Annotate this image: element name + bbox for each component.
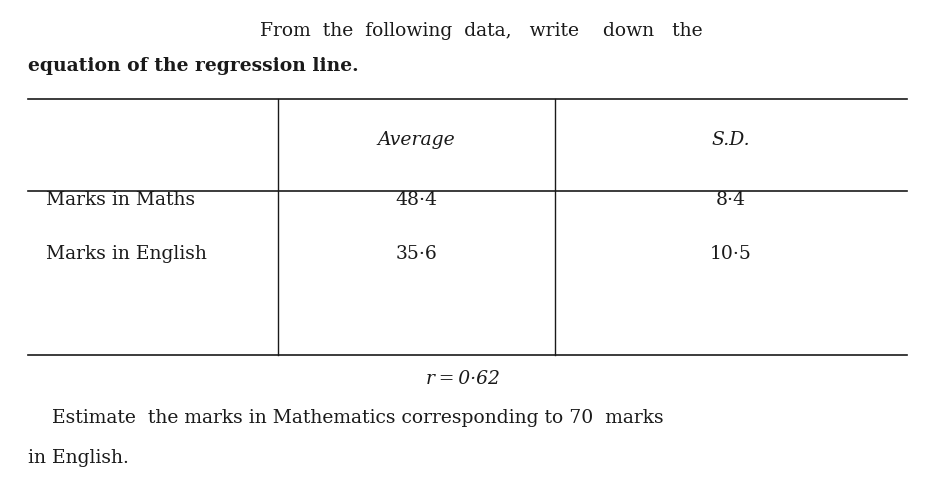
Text: equation of the regression line.: equation of the regression line. xyxy=(28,57,358,75)
Text: in English.: in English. xyxy=(28,449,129,467)
Text: 10·5: 10·5 xyxy=(709,245,752,263)
Text: Marks in Maths: Marks in Maths xyxy=(46,190,195,209)
Text: 48·4: 48·4 xyxy=(395,190,438,209)
Text: r = 0·62: r = 0·62 xyxy=(426,371,500,388)
Text: 8·4: 8·4 xyxy=(716,190,746,209)
Text: S.D.: S.D. xyxy=(711,131,750,149)
Text: Marks in English: Marks in English xyxy=(46,245,207,263)
Text: Average: Average xyxy=(377,131,455,149)
Text: Estimate  the marks in Mathematics corresponding to 70  marks: Estimate the marks in Mathematics corres… xyxy=(28,409,663,427)
Text: 35·6: 35·6 xyxy=(395,245,438,263)
Text: From  the  following  data,   write    down   the: From the following data, write down the xyxy=(260,22,702,40)
